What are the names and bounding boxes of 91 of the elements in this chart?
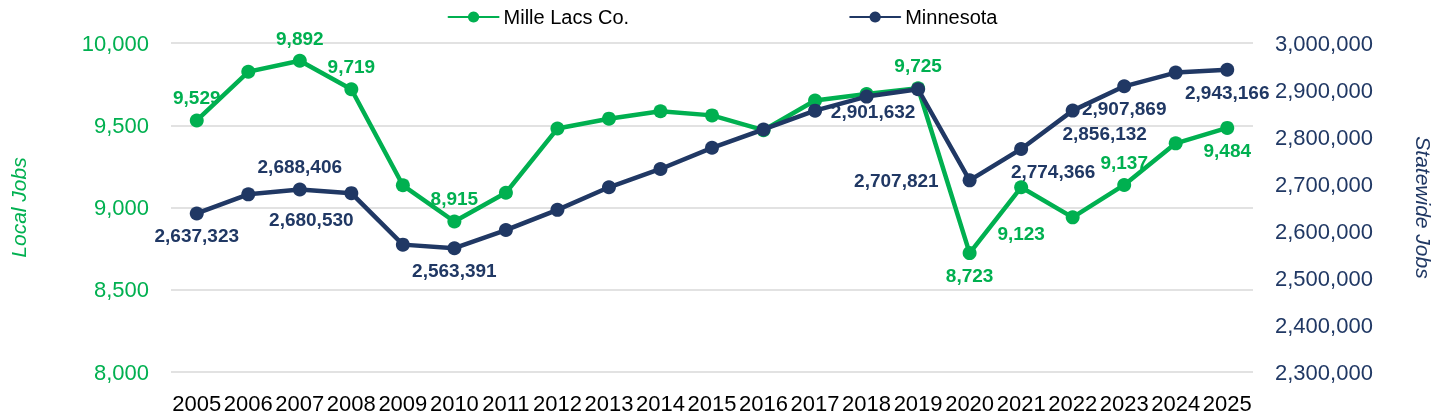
y-tick-label: 9,000 [93,195,149,220]
data-label: 2,901,632 [830,101,916,123]
data-label: 2,707,821 [854,169,940,191]
point [1065,210,1080,225]
y-tick-label: 10,000 [81,30,149,56]
point [653,104,668,119]
point [498,185,513,200]
data-label: 8,723 [945,265,994,287]
data-label: 2,856,132 [1062,122,1147,144]
point [705,140,719,155]
x-tick-label: 2015 [687,390,737,416]
point [189,113,204,128]
point [447,214,462,229]
point [344,82,359,97]
x-tick-label: 2024 [1151,390,1201,416]
y2-axis-title: Statewide Jobs [1412,136,1435,280]
x-tick-label: 2008 [326,390,376,416]
data-label: 9,123 [997,223,1045,245]
x-tick-label: 2021 [996,390,1046,416]
point [808,103,823,118]
point [395,178,410,193]
point [241,187,256,202]
x-tick-label: 2007 [275,390,325,416]
data-label: 2,563,391 [412,260,498,282]
data-label: 2,688,406 [257,156,343,178]
x-tick-label: 2023 [1099,390,1149,416]
point [1117,177,1132,192]
point [1014,142,1029,157]
x-tick-label: 2020 [945,390,995,416]
data-label: 9,484 [1203,139,1252,161]
y2-tick-label: 2,300,000 [1275,359,1373,385]
data-label: 9,137 [1100,151,1148,173]
data-label: 9,719 [327,56,376,78]
x-tick-label: 2019 [893,390,943,416]
y2-tick-label: 3,000,000 [1275,30,1373,56]
y2-tick-label: 2,700,000 [1275,171,1373,197]
data-label: 8,915 [430,188,479,210]
x-tick-label: 2012 [532,390,582,416]
x-tick-label: 2010 [429,390,479,416]
x-tick-label: 2022 [1048,390,1098,416]
x-tick-label: 2009 [378,390,428,416]
data-label: 2,680,530 [269,209,354,231]
legend-label: Mille Lacs Co. [503,6,630,28]
point [498,223,513,238]
x-tick-label: 2013 [584,390,634,416]
y-tick-label: 8,500 [93,277,149,303]
point [447,241,462,256]
y2-tick-label: 2,900,000 [1275,77,1373,103]
point [189,206,204,221]
point [1065,103,1080,118]
point [705,108,719,123]
x-tick-label: 2011 [482,390,530,416]
x-tick-label: 2006 [223,390,273,416]
data-label: 9,725 [894,55,943,77]
point [344,186,359,201]
legend-label: Minnesota [905,6,999,28]
point [1168,136,1183,151]
point [1117,79,1132,94]
point [395,237,410,252]
y2-tick-label: 2,400,000 [1275,312,1373,338]
data-label: 9,892 [276,27,324,49]
x-tick-label: 2005 [172,390,222,416]
y-axis-title: Local Jobs [7,156,30,258]
point [1168,65,1183,80]
point [292,182,307,197]
y-tick-label: 9,500 [93,112,149,138]
point [653,161,668,176]
data-label: 2,774,366 [1010,161,1096,183]
y-tick-label: 8,000 [93,359,149,385]
x-tick-label: 2018 [842,390,892,416]
y2-tick-label: 2,500,000 [1275,265,1373,291]
data-label: 2,943,166 [1184,81,1270,103]
point [601,111,616,126]
point [241,64,256,79]
point [550,202,565,217]
point [962,173,977,188]
point [1014,180,1029,195]
data-label: 2,637,323 [154,225,240,247]
x-tick-label: 2017 [790,390,840,416]
y2-tick-label: 2,800,000 [1275,124,1373,150]
point [292,53,307,68]
point [550,121,565,136]
point [1220,120,1235,135]
x-tick-label: 2016 [739,390,788,416]
x-tick-label: 2025 [1202,390,1252,416]
data-label: 2,907,869 [1081,98,1167,120]
x-tick-label: 2014 [636,390,685,416]
point [962,246,977,261]
point [601,180,616,195]
y2-tick-label: 2,600,000 [1275,218,1373,244]
point [1220,62,1235,77]
